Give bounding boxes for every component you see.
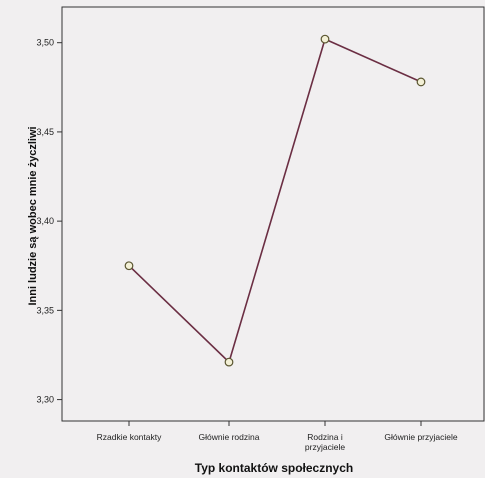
data-point (224, 357, 234, 367)
y-tick-label: 3,30 (36, 395, 54, 405)
x-tick-label: Głównie przyjaciele (384, 432, 457, 442)
y-axis-title: Inni ludzie są wobec mnie życzliwi (27, 126, 39, 305)
data-point (320, 34, 330, 44)
data-point (416, 77, 426, 87)
y-tick-label: 3,40 (36, 216, 54, 226)
x-tick-label: Rodzina i przyjaciele (305, 432, 345, 452)
x-tick-label: Rzadkie kontakty (97, 432, 162, 442)
series-line (128, 37, 422, 364)
x-axis-title: Typ kontaktów społecznych (195, 461, 353, 475)
plot-frame (61, 6, 485, 422)
y-tick-label: 3,35 (36, 305, 54, 315)
plot-area: 3,30 3,35 3,40 3,45 3,50 Rzadkie kontakty Głów… (36, 6, 485, 452)
y-tick-label: 3,50 (36, 38, 54, 48)
data-point (124, 261, 134, 271)
x-tick-label: Głównie rodzina (199, 432, 260, 442)
y-tick-label: 3,45 (36, 127, 54, 137)
